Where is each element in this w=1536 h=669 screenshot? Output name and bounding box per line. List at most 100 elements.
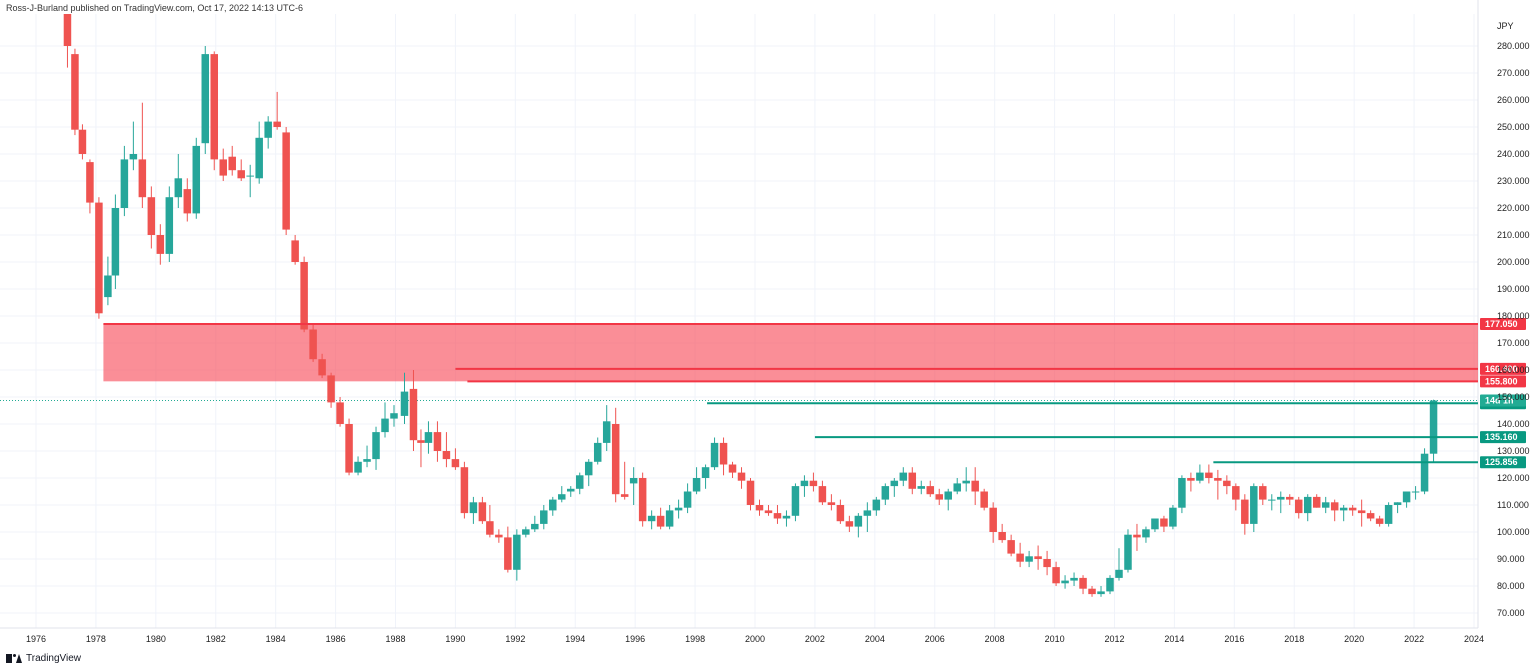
candle [1106,575,1114,595]
candle [854,513,863,538]
candle [593,437,602,465]
y-tick-label: 260.000 [1497,95,1530,105]
x-axis: 1976 1978 1980 1982 1984 1986 1988 1990 1992 1994… [26,634,1484,644]
y-axis: 70.000 80.000 90.000 100.000 110.000 120.000 1… [1497,41,1530,618]
candle [1133,523,1141,551]
candle [638,472,647,527]
candle [665,505,674,530]
candle [1241,494,1249,535]
candle-body [593,442,602,462]
candle [460,461,469,519]
candle [549,496,557,516]
candle [584,459,593,487]
candle [522,526,530,538]
x-tick-label: 1980 [146,634,166,644]
horizontal-levels: 177.050160.400155.800147.670135.160125.8… [103,317,1526,469]
candle-body [647,515,656,522]
candle [363,445,371,468]
y-tick-label: 210.000 [1497,230,1530,240]
candle [1115,548,1123,581]
candle [1303,494,1312,522]
candle-body [1348,507,1357,511]
candle-body [1375,518,1384,524]
candle [469,496,478,524]
candle-body [138,159,147,198]
candle-body [1169,507,1177,527]
candle-body [1115,569,1123,578]
candle-body [1259,486,1267,500]
candle-body [1079,577,1087,589]
candle-body [1312,496,1321,508]
candle-body [1088,588,1096,595]
x-tick-label: 2014 [1164,634,1184,644]
candle-body [469,502,478,514]
candle-body [228,156,236,171]
x-tick-label: 2010 [1045,634,1065,644]
candle [818,480,827,505]
candle [800,475,809,497]
candle-body [1268,499,1276,501]
candle [1088,586,1096,597]
candle [201,46,210,154]
candle [1277,491,1285,514]
candle-body [629,478,638,484]
candle [1321,496,1330,514]
candle [1196,464,1204,484]
candle-body [728,464,737,473]
candle-body [1241,499,1249,524]
currency-label: JPY [1497,21,1514,31]
candle [683,483,692,514]
candle [424,421,433,454]
candle [255,121,263,184]
candle-body [908,472,917,489]
candle-body [764,510,773,514]
candle [336,397,344,427]
candle [486,505,494,538]
candle-body [549,499,557,511]
candle [728,461,737,478]
candle-body [890,480,899,487]
candle [228,145,236,176]
candle [1160,515,1168,532]
candle [1079,575,1087,595]
candle-body [1232,486,1240,500]
x-tick-label: 2002 [805,634,825,644]
level-tag: 160.400 [1485,364,1518,374]
candle [192,137,201,219]
candle [629,467,638,505]
candle [674,499,683,519]
candle [971,467,979,505]
candle [1411,486,1420,500]
candle [782,510,791,527]
candle [701,464,710,489]
candle [764,505,773,516]
chart-grid [0,0,1479,629]
candle [354,456,362,476]
candle-body [701,467,710,478]
tradingview-logo[interactable]: TradingView [6,653,81,664]
candle [1366,510,1375,522]
level-tag: 135.160 [1485,432,1518,442]
level-tag-bg [1480,456,1526,469]
candle [300,256,308,333]
candle-body [309,329,317,360]
candle [513,529,521,581]
candlestick-series [63,14,1438,597]
candle-body [147,197,156,235]
candle [1205,464,1213,484]
candle-body [1124,534,1132,570]
candle [773,505,782,524]
candle-body [522,529,530,535]
candle-body [1321,502,1330,508]
candle-body [424,432,433,443]
candle [381,402,389,438]
x-tick-label: 1984 [266,634,286,644]
candle [845,515,854,532]
candle-body [558,494,566,500]
candle [210,51,219,171]
candle-body [129,154,138,160]
candle [309,324,317,362]
candle [282,127,290,235]
candle [836,499,845,524]
